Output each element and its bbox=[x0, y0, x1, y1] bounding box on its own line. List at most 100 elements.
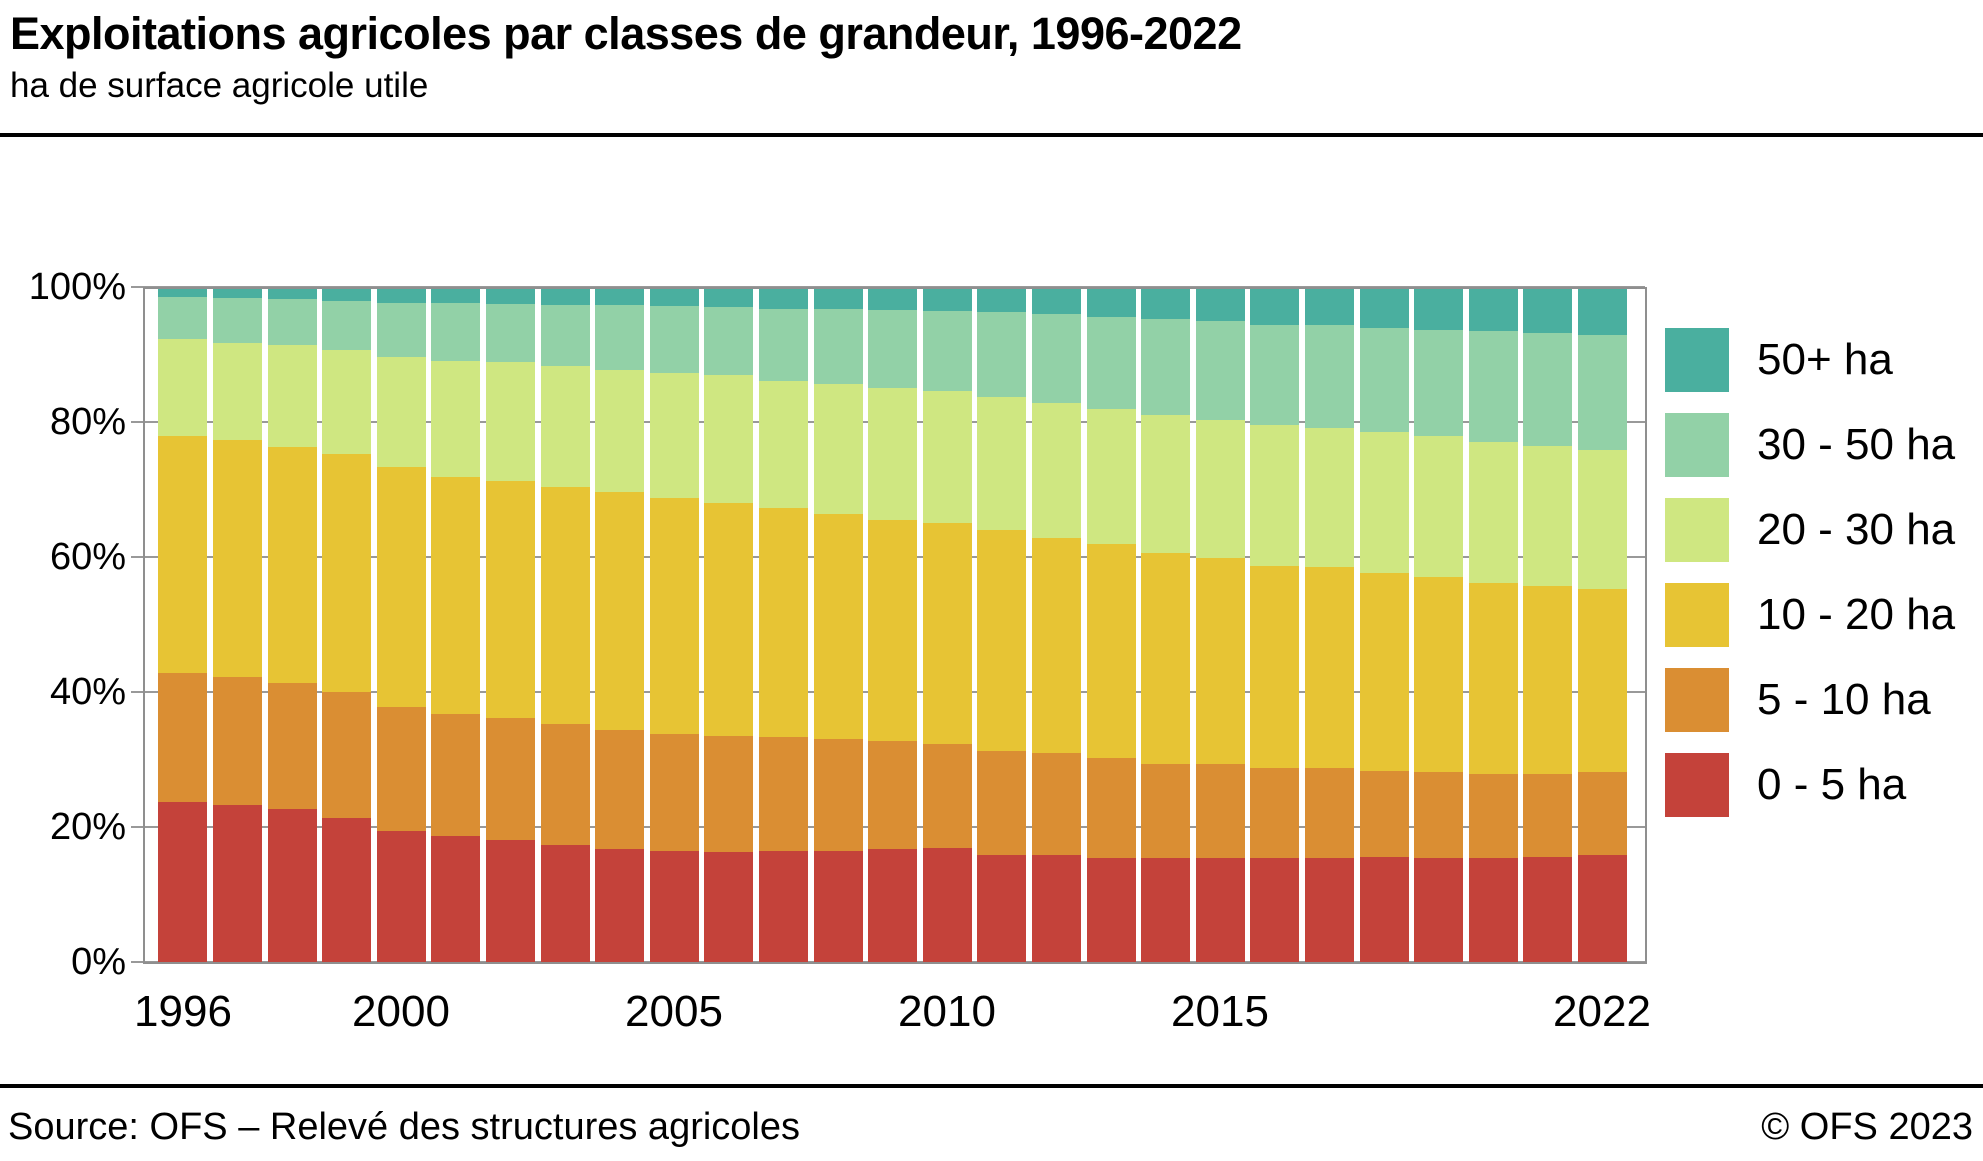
bar-segment-2020-5-10ha bbox=[1469, 774, 1518, 858]
bar-segment-1996-50+ha bbox=[158, 287, 207, 297]
bar-segment-2005-30-50ha bbox=[650, 306, 699, 373]
bar-segment-2010-20-30ha bbox=[923, 391, 972, 523]
bar-segment-2002-10-20ha bbox=[486, 481, 535, 718]
bar-segment-2013-5-10ha bbox=[1087, 758, 1136, 858]
bar-segment-2014-5-10ha bbox=[1141, 764, 1190, 858]
bar-segment-2003-30-50ha bbox=[541, 305, 590, 366]
bar-segment-2001-0-5ha bbox=[431, 836, 480, 962]
bar-segment-2003-20-30ha bbox=[541, 366, 590, 487]
bar-segment-2001-50+ha bbox=[431, 287, 480, 303]
bar-segment-2001-5-10ha bbox=[431, 714, 480, 836]
bar-segment-2016-20-30ha bbox=[1250, 425, 1299, 566]
bar-segment-2011-30-50ha bbox=[977, 312, 1026, 397]
bar-segment-2013-30-50ha bbox=[1087, 317, 1136, 409]
header-divider bbox=[0, 133, 1983, 137]
bar-segment-1997-50+ha bbox=[213, 287, 262, 298]
bar-segment-2016-10-20ha bbox=[1250, 566, 1299, 768]
bar-segment-1996-20-30ha bbox=[158, 339, 207, 436]
bar-segment-2022-10-20ha bbox=[1578, 589, 1627, 772]
bar-segment-2014-10-20ha bbox=[1141, 553, 1190, 764]
bar-segment-2000-0-5ha bbox=[377, 831, 426, 962]
bar-segment-2004-0-5ha bbox=[595, 849, 644, 962]
bar-segment-2013-10-20ha bbox=[1087, 544, 1136, 758]
bar-segment-2016-30-50ha bbox=[1250, 325, 1299, 425]
bar-segment-2007-30-50ha bbox=[759, 309, 808, 381]
bar-segment-1997-10-20ha bbox=[213, 440, 262, 677]
bar-segment-1999-30-50ha bbox=[322, 301, 371, 350]
bar-segment-1999-50+ha bbox=[322, 287, 371, 301]
bar-segment-2007-0-5ha bbox=[759, 851, 808, 962]
bar-segment-2002-20-30ha bbox=[486, 362, 535, 481]
page-subtitle: ha de surface agricole utile bbox=[10, 66, 429, 105]
bar-segment-2012-5-10ha bbox=[1032, 753, 1081, 855]
bar-segment-1998-50+ha bbox=[268, 287, 317, 299]
y-tick-label-0: 0% bbox=[71, 941, 126, 983]
bar-segment-2000-20-30ha bbox=[377, 357, 426, 467]
bar-segment-1997-0-5ha bbox=[213, 805, 262, 962]
bar-segment-2017-10-20ha bbox=[1305, 567, 1354, 768]
legend-label-30-50ha: 30 - 50 ha bbox=[1757, 420, 1956, 469]
bar-segment-2003-50+ha bbox=[541, 287, 590, 305]
bar-segment-2020-50+ha bbox=[1469, 287, 1518, 331]
legend-label-0-5ha: 0 - 5 ha bbox=[1757, 760, 1907, 809]
bar-segment-2006-30-50ha bbox=[704, 307, 753, 375]
footer-divider bbox=[0, 1084, 1983, 1088]
bar-segment-2017-30-50ha bbox=[1305, 325, 1354, 428]
bar-segment-2018-30-50ha bbox=[1360, 328, 1409, 432]
bar-segment-2009-10-20ha bbox=[868, 520, 917, 741]
bar-segment-1997-20-30ha bbox=[213, 343, 262, 440]
y-tick-label-40: 40% bbox=[49, 671, 126, 713]
bar-segment-2013-50+ha bbox=[1087, 287, 1136, 317]
bar-segment-2008-20-30ha bbox=[814, 384, 863, 514]
bar-segment-1998-5-10ha bbox=[268, 683, 317, 809]
bar-segment-2019-0-5ha bbox=[1414, 858, 1463, 962]
bar-segment-2015-30-50ha bbox=[1196, 321, 1245, 420]
bar-segment-2017-0-5ha bbox=[1305, 858, 1354, 962]
bar-segment-2005-50+ha bbox=[650, 287, 699, 306]
bar-segment-2000-50+ha bbox=[377, 287, 426, 303]
bar-segment-1996-30-50ha bbox=[158, 297, 207, 339]
bar-segment-2000-30-50ha bbox=[377, 303, 426, 357]
bar-segment-2008-10-20ha bbox=[814, 514, 863, 739]
bar-segment-2014-0-5ha bbox=[1141, 858, 1190, 962]
bar-segment-2018-20-30ha bbox=[1360, 432, 1409, 573]
bar-segment-2020-30-50ha bbox=[1469, 331, 1518, 442]
bar-segment-2019-50+ha bbox=[1414, 287, 1463, 330]
y-tick-label-100: 100% bbox=[28, 266, 126, 308]
bar-segment-2011-0-5ha bbox=[977, 855, 1026, 962]
bar-segment-2004-50+ha bbox=[595, 287, 644, 305]
bar-segment-2022-0-5ha bbox=[1578, 855, 1627, 962]
x-tick-label-1996: 1996 bbox=[134, 987, 232, 1036]
legend-label-50+ha: 50+ ha bbox=[1757, 335, 1893, 384]
bar-segment-2001-10-20ha bbox=[431, 477, 480, 714]
bar-segment-2008-5-10ha bbox=[814, 739, 863, 851]
legend-label-20-30ha: 20 - 30 ha bbox=[1757, 505, 1956, 554]
x-tick-label-2000: 2000 bbox=[352, 987, 450, 1036]
bar-segment-2010-30-50ha bbox=[923, 311, 972, 391]
bar-segment-1996-5-10ha bbox=[158, 673, 207, 802]
bar-segment-1999-10-20ha bbox=[322, 454, 371, 692]
bar-segment-2015-20-30ha bbox=[1196, 420, 1245, 558]
bar-segment-2021-20-30ha bbox=[1523, 446, 1572, 586]
bar-segment-2015-0-5ha bbox=[1196, 858, 1245, 962]
bar-segment-2015-5-10ha bbox=[1196, 764, 1245, 858]
x-tick-label-2005: 2005 bbox=[625, 987, 723, 1036]
bar-segment-1998-30-50ha bbox=[268, 299, 317, 345]
bar-segment-2012-0-5ha bbox=[1032, 855, 1081, 962]
legend-swatch-10-20ha bbox=[1665, 583, 1729, 647]
bar-segment-2007-50+ha bbox=[759, 287, 808, 309]
copyright-text: © OFS 2023 bbox=[1761, 1106, 1973, 1148]
bar-segment-2004-20-30ha bbox=[595, 370, 644, 492]
bar-segment-2022-30-50ha bbox=[1578, 335, 1627, 450]
bar-segment-2009-50+ha bbox=[868, 287, 917, 310]
bar-segment-2007-20-30ha bbox=[759, 381, 808, 508]
bar-segment-2005-5-10ha bbox=[650, 734, 699, 851]
legend-swatch-30-50ha bbox=[1665, 413, 1729, 477]
bar-segment-2019-10-20ha bbox=[1414, 577, 1463, 772]
legend-label-5-10ha: 5 - 10 ha bbox=[1757, 675, 1931, 724]
bar-segment-2021-30-50ha bbox=[1523, 333, 1572, 446]
bar-segment-1998-0-5ha bbox=[268, 809, 317, 962]
bar-segment-2015-50+ha bbox=[1196, 287, 1245, 321]
bar-segment-2001-30-50ha bbox=[431, 303, 480, 361]
